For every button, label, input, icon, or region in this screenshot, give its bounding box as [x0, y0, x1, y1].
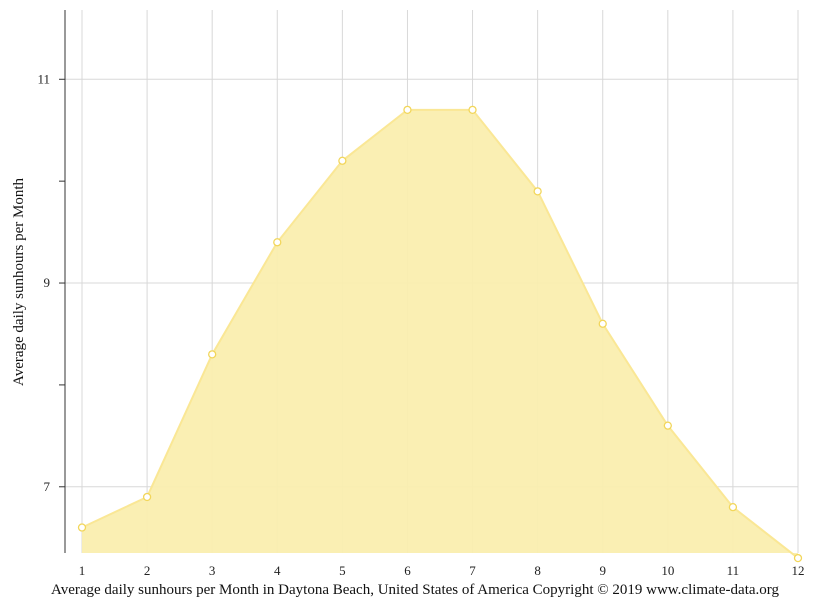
x-tick-label-6: 6: [404, 563, 411, 578]
data-point-month-2: [142, 492, 152, 502]
x-tick-label-2: 2: [144, 563, 151, 578]
data-point-month-10: [663, 421, 672, 430]
sunhours-area: [82, 109, 798, 559]
x-tick-label-12: 12: [792, 563, 805, 578]
x-tick-label-10: 10: [661, 563, 674, 578]
y-tick-label-9: 9: [44, 275, 51, 290]
y-axis-ticks: [59, 78, 65, 488]
x-tick-label-9: 9: [599, 563, 606, 578]
data-point-month-3: [208, 350, 217, 359]
sunhours-line: [81, 108, 799, 559]
data-point-month-9: [598, 319, 607, 328]
x-tick-label-5: 5: [339, 563, 346, 578]
data-point-month-11: [728, 503, 738, 512]
x-tick-label-8: 8: [534, 563, 541, 578]
y-tick-label-7: 7: [44, 479, 51, 494]
data-point-month-8: [533, 187, 542, 196]
data-point-markers: [77, 105, 803, 563]
y-axis-title: Average daily sunhours per Month: [11, 178, 27, 387]
data-point-month-12: [793, 553, 803, 563]
data-point-month-7: [468, 105, 477, 114]
x-tick-label-3: 3: [209, 563, 216, 578]
data-point-month-1: [77, 523, 87, 532]
x-axis-tick-labels: 1 2 3 4 5 6 7 8 9 10 11 12: [79, 563, 805, 578]
x-tick-label-4: 4: [274, 563, 281, 578]
chart-caption: Average daily sunhours per Month in Dayt…: [50, 582, 780, 598]
y-tick-label-11: 11: [37, 71, 50, 86]
data-point-month-4: [273, 238, 282, 247]
x-tick-label-1: 1: [79, 563, 86, 578]
data-point-month-6: [403, 105, 412, 114]
x-tick-label-11: 11: [727, 563, 740, 578]
data-point-month-5: [338, 156, 347, 165]
x-tick-label-7: 7: [469, 563, 476, 578]
y-axis-tick-labels: 7 9 11: [37, 71, 50, 494]
